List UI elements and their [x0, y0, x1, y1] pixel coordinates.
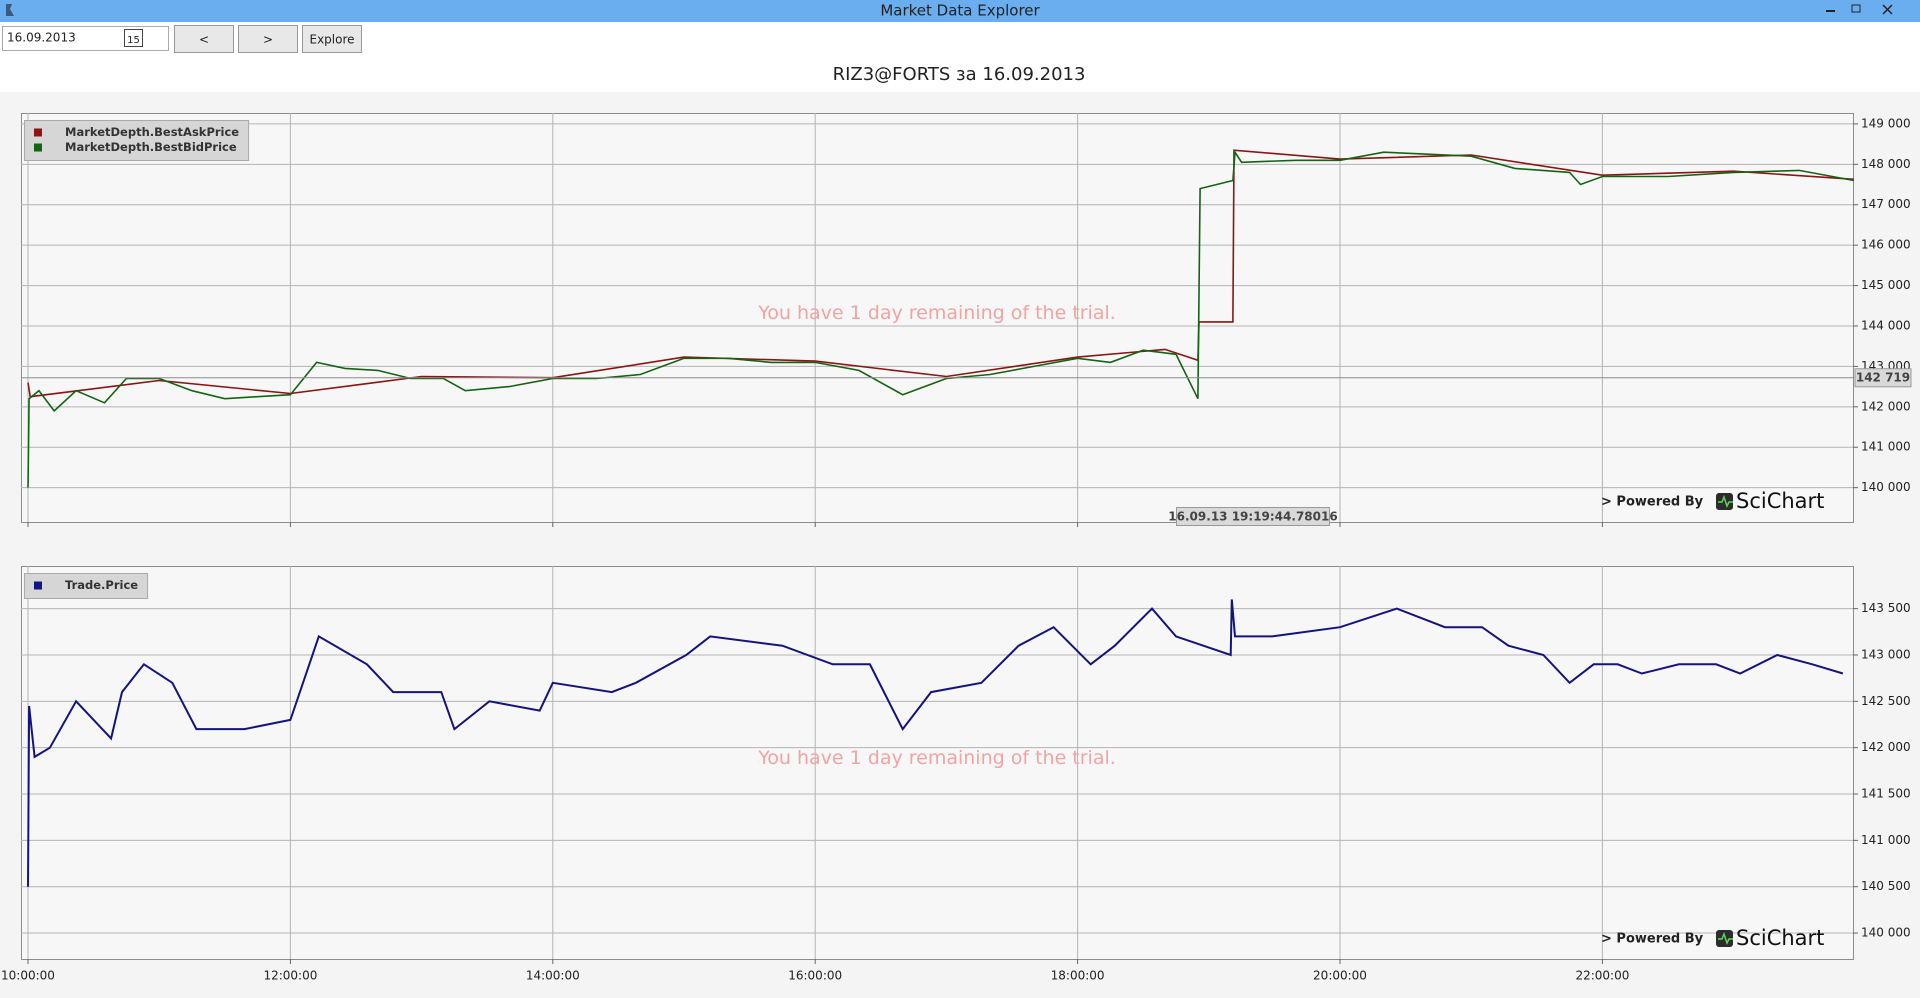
price-line — [27, 149, 1855, 488]
y-tick-label: 140 000 — [1861, 480, 1911, 494]
legend-label: MarketDepth.BestAskPrice — [65, 125, 239, 139]
scichart-logo-wave — [1718, 494, 1733, 508]
price-line — [27, 599, 1844, 887]
title-bar — [0, 0, 1920, 22]
x-tick-label: 10:00:00 — [1, 969, 55, 983]
crosshair-x-box — [1176, 507, 1330, 526]
crosshair-x-label: 16.09.13 19:19:44.78016 — [1168, 510, 1337, 524]
y-tick-label: 141 000 — [1861, 440, 1911, 454]
y-tick-label: 143 000 — [1861, 647, 1911, 661]
calendar-button[interactable] — [124, 29, 143, 47]
window-title: Market Data Explorer — [880, 2, 1040, 20]
crosshair-y-box — [1854, 368, 1912, 388]
legend-label: MarketDepth.BestBidPrice — [65, 140, 237, 154]
legend-swatch — [34, 581, 42, 590]
legend-box — [24, 120, 250, 161]
y-tick-label: 141 000 — [1861, 833, 1911, 847]
y-tick-label: 145 000 — [1861, 278, 1911, 292]
y-tick-label: 144 000 — [1861, 318, 1911, 332]
minimize-button[interactable] — [1826, 10, 1835, 12]
y-tick-label: 140 000 — [1861, 926, 1911, 940]
y-tick-label: 140 500 — [1861, 879, 1911, 893]
legend-box — [24, 573, 149, 599]
close-button[interactable] — [1882, 4, 1893, 15]
legend: Trade.Price — [24, 573, 149, 599]
x-tick-label: 16:00:00 — [788, 969, 842, 983]
scichart-logo-wave — [1718, 931, 1733, 945]
y-tick-label: 149 000 — [1861, 116, 1911, 130]
y-tick-label: 141 500 — [1861, 787, 1911, 801]
y-tick-label: 148 000 — [1861, 157, 1911, 171]
scichart-logo — [1716, 930, 1733, 947]
legend-swatch — [34, 143, 42, 152]
explore-label: Explore — [309, 33, 354, 47]
powered-by: > Powered By — [1601, 495, 1704, 510]
next-label: > — [263, 33, 273, 47]
plot-area — [21, 113, 1854, 523]
powered-by: > Powered By — [1601, 932, 1704, 947]
trial-watermark: You have 1 day remaining of the trial. — [757, 302, 1116, 324]
calendar-day: 15 — [127, 35, 140, 46]
x-tick-label: 18:00:00 — [1051, 969, 1105, 983]
page-title: RIZ3@FORTS за 16.09.2013 — [833, 64, 1086, 85]
prev-label: < — [199, 33, 209, 47]
prev-button[interactable] — [174, 25, 234, 53]
trial-watermark: You have 1 day remaining of the trial. — [757, 747, 1116, 769]
date-value: 16.09.2013 — [7, 31, 76, 45]
y-tick-label: 142 500 — [1861, 694, 1911, 708]
y-tick-label: 142 000 — [1861, 740, 1911, 754]
legend-label: Trade.Price — [65, 578, 138, 592]
plot-area — [21, 566, 1854, 960]
restore-button[interactable] — [1851, 4, 1861, 13]
explore-button[interactable] — [302, 25, 362, 53]
x-tick-label: 22:00:00 — [1575, 969, 1629, 983]
scichart-brand: SciChart — [1736, 926, 1824, 950]
x-tick-label: 12:00:00 — [263, 969, 317, 983]
scichart-logo — [1716, 493, 1733, 510]
crosshair-y-label: 142 719 — [1856, 370, 1910, 384]
x-tick-label: 20:00:00 — [1313, 969, 1367, 983]
y-tick-label: 146 000 — [1861, 238, 1911, 252]
next-button[interactable] — [238, 25, 298, 53]
y-tick-label: 147 000 — [1861, 197, 1911, 211]
x-tick-label: 14:00:00 — [526, 969, 580, 983]
legend-swatch — [34, 128, 42, 137]
scichart-brand: SciChart — [1736, 489, 1824, 513]
y-tick-label: 143 500 — [1861, 601, 1911, 615]
y-tick-label: 142 000 — [1861, 399, 1911, 413]
app-icon — [6, 4, 14, 16]
legend: MarketDepth.BestAskPriceMarketDepth.Best… — [24, 120, 250, 161]
